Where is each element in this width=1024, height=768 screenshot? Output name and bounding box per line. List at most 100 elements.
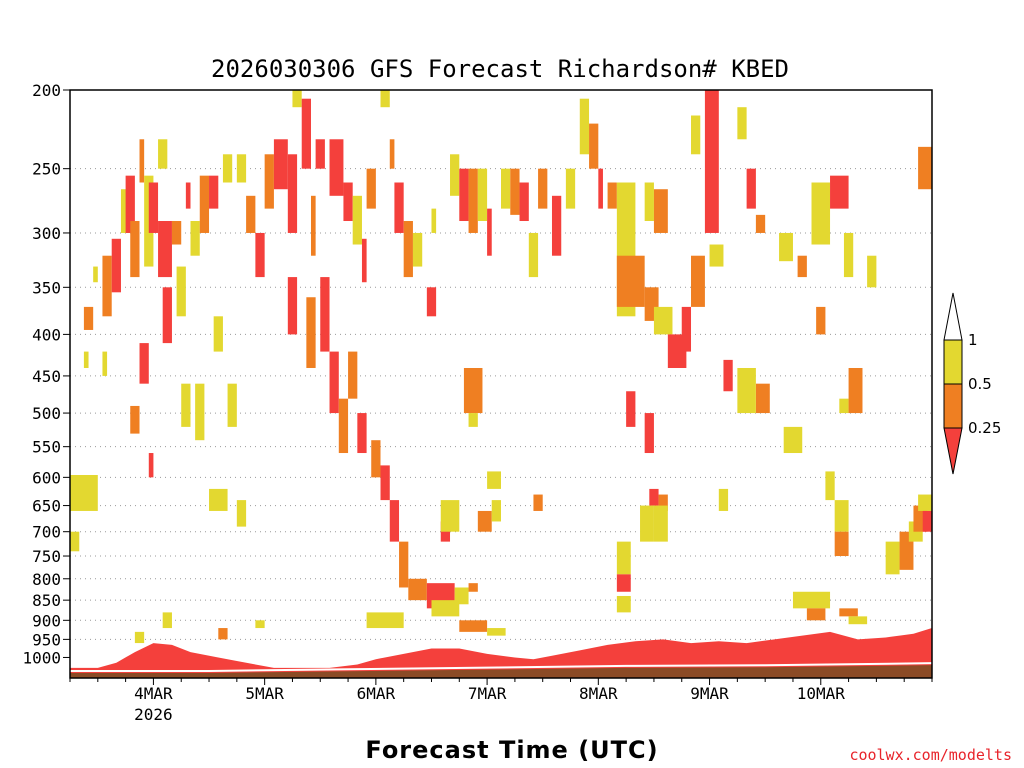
legend-swatch-yellow [943, 339, 963, 385]
ri-cell-yellow [811, 182, 831, 245]
ri-cell-yellow [653, 306, 673, 335]
ri-cell-yellow [70, 531, 80, 552]
ri-cell-red [626, 391, 636, 427]
ri-cell-orange [338, 398, 349, 454]
ri-cell-red [148, 182, 159, 233]
ri-cell-yellow [195, 383, 205, 441]
ri-cell-yellow [737, 107, 747, 140]
legend-bottom-arrow [943, 427, 963, 475]
ri-cell-red [830, 175, 849, 209]
time-axis: 4MAR 2026 5MAR 6MAR 7MAR 8MAR 9MAR 10MAR [69, 678, 933, 724]
legend-swatch-orange [943, 383, 963, 429]
ri-cell-orange [366, 168, 376, 209]
ri-cell-yellow [487, 628, 506, 636]
ri-cell-red [598, 168, 603, 209]
ri-cell-yellow [501, 168, 511, 209]
ri-cell-yellow [450, 154, 460, 196]
ri-cell-yellow [477, 168, 488, 222]
ri-cell-red [426, 287, 437, 317]
ri-cell-red [616, 574, 631, 592]
y-tick-label: 1000 [22, 648, 61, 667]
y-tick-label: 500 [32, 404, 61, 423]
ri-cell-red [209, 175, 219, 209]
ri-cell-red [287, 277, 298, 335]
ri-cell-yellow [644, 182, 654, 222]
ri-cell-yellow [487, 471, 501, 489]
ri-cell-red [255, 232, 265, 278]
ri-cell-yellow [236, 500, 247, 527]
pressure-axis: 200 250 300 350 400 450 500 550 600 650 700 750 800 8… [22, 81, 70, 667]
ri-cell-orange [653, 189, 668, 233]
ri-cell-yellow [839, 398, 849, 414]
ri-cell-orange [463, 367, 483, 414]
ri-cell-yellow [825, 471, 835, 501]
ri-cell-orange [816, 306, 826, 335]
surface-layer-inner [70, 634, 932, 678]
y-tick-label: 800 [32, 570, 61, 589]
color-legend: 1 0.5 0.25 [943, 292, 1001, 475]
ri-cell-red [162, 287, 172, 344]
ri-cell-red [459, 168, 469, 222]
y-tick-label: 350 [32, 278, 61, 297]
ri-cell-orange [797, 255, 807, 278]
y-tick-label: 850 [32, 591, 61, 610]
legend-label: 0.5 [968, 375, 992, 393]
ri-cell-yellow [70, 474, 98, 511]
ri-cell-orange [403, 221, 413, 278]
ri-cell-yellow [843, 232, 854, 278]
ri-cell-yellow [380, 90, 390, 108]
ri-cell-orange [371, 440, 381, 478]
ri-cell-yellow [867, 255, 877, 288]
ri-cell-yellow [783, 426, 803, 454]
ri-cell-yellow [779, 232, 793, 262]
ri-cell-orange [310, 195, 316, 256]
ri-cell-orange [389, 139, 395, 169]
ri-cell-yellow [885, 541, 900, 575]
surface-white-line [70, 662, 933, 672]
y-tick-label: 300 [32, 224, 61, 243]
ri-cell-red [125, 175, 135, 233]
x-tick-label: 10MAR [797, 684, 846, 703]
ri-cell-yellow [616, 541, 631, 575]
ri-cell-red [361, 238, 367, 283]
ri-cell-red [329, 139, 344, 196]
ri-cell-yellow [440, 500, 460, 532]
ri-cell-yellow [431, 208, 437, 233]
ri-cell-red [158, 221, 172, 278]
ri-cell-yellow [848, 616, 868, 625]
ri-cell-orange [83, 306, 94, 330]
y-tick-label: 200 [32, 81, 61, 100]
ri-cell-yellow [468, 413, 478, 427]
ri-cell-red [139, 343, 149, 384]
ri-cell-orange [839, 608, 858, 617]
ri-cell-yellow [792, 591, 831, 609]
ri-cell-orange [616, 255, 645, 307]
x-axis-label: Forecast Time (UTC) [365, 736, 658, 764]
ri-cell-yellow [255, 620, 265, 629]
ri-cell-yellow [292, 90, 302, 108]
ri-cell-yellow [918, 494, 932, 511]
ground [70, 665, 932, 678]
ri-cell-orange [130, 221, 140, 278]
ri-cell-red [320, 277, 330, 352]
ri-cell-orange [218, 628, 228, 640]
ri-cell-red [315, 139, 325, 169]
ri-cell-red [644, 413, 654, 454]
ri-cell-orange [533, 494, 543, 511]
ri-cell-red [389, 500, 400, 542]
ri-cell-orange [848, 367, 863, 414]
ri-cell-yellow [190, 221, 200, 256]
chart-title: 2026030306 GFS Forecast Richardson# KBED [211, 55, 789, 83]
ri-cell-red [273, 139, 288, 190]
ri-cell-orange [264, 154, 274, 209]
ri-cell-yellow [653, 505, 668, 542]
richardson-cells [70, 90, 932, 644]
y-tick-label: 600 [32, 468, 61, 487]
ri-cell-yellow [616, 595, 631, 613]
ri-cell-orange [834, 531, 849, 557]
ri-cell-yellow [209, 488, 228, 511]
ri-cell-orange [408, 578, 427, 601]
ri-cell-orange [589, 123, 599, 169]
ri-cell-red [551, 195, 562, 256]
ri-cell-orange [348, 351, 358, 399]
